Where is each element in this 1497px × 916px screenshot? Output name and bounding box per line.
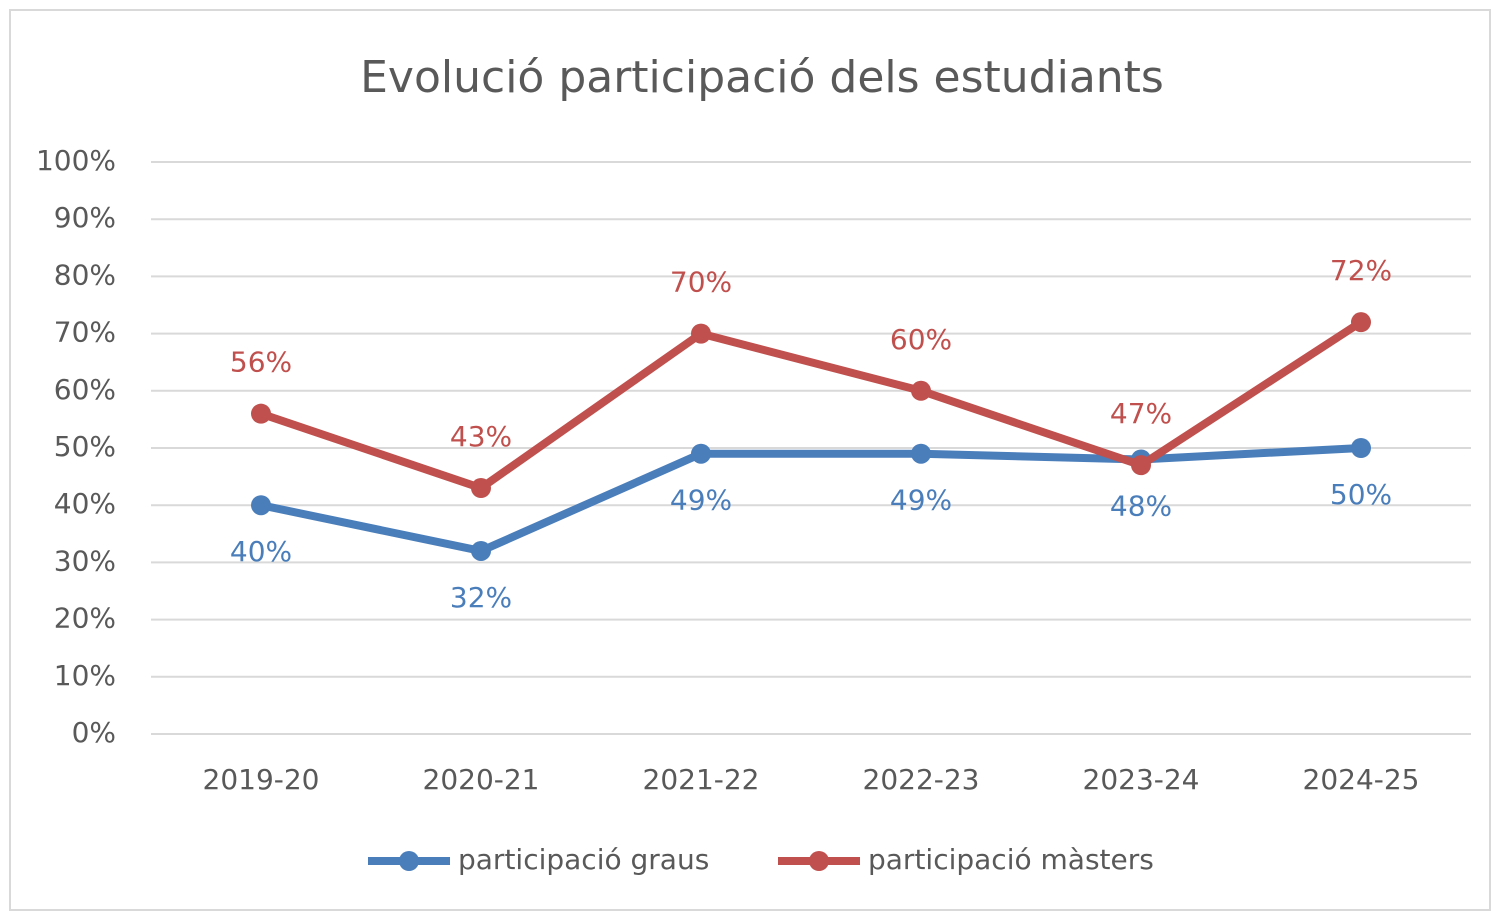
y-tick-label: 70% [54,316,116,349]
data-label: 49% [670,484,732,517]
data-point [911,380,931,401]
x-tick-label: 2022-23 [863,763,980,796]
data-point [471,478,491,499]
y-tick-label: 50% [54,430,116,463]
data-point [1131,455,1151,476]
data-point [251,495,271,516]
data-label: 50% [1330,478,1392,511]
data-point [471,540,491,561]
data-label: 32% [450,581,512,614]
x-tick-label: 2021-22 [643,763,760,796]
y-tick-label: 60% [54,373,116,406]
y-tick-label: 90% [54,201,116,234]
data-point [691,443,711,464]
data-label: 43% [450,420,512,453]
data-label: 56% [230,346,292,379]
y-tick-label: 0% [72,716,116,749]
data-label: 40% [230,535,292,568]
series-line [260,444,1362,555]
y-tick-label: 100% [36,144,116,177]
legend-marker [809,851,829,871]
y-tick-label: 40% [54,487,116,520]
y-tick-label: 30% [54,544,116,577]
data-point [911,443,931,464]
legend-label: participació graus [458,843,709,876]
x-tick-label: 2024-25 [1303,763,1420,796]
legend-label: participació màsters [868,843,1154,876]
y-tick-label: 10% [54,659,116,692]
y-tick-label: 80% [54,258,116,291]
x-tick-label: 2023-24 [1083,763,1200,796]
data-label: 47% [1110,397,1172,430]
data-point [691,323,711,344]
data-point [1351,312,1371,333]
legend-marker [399,851,419,871]
data-label: 49% [890,484,952,517]
data-label: 48% [1110,489,1172,522]
chart-frame [9,9,1491,911]
data-label: 70% [670,266,732,299]
series-line [259,318,1364,493]
data-label: 72% [1330,254,1392,287]
x-tick-label: 2019-20 [203,763,320,796]
x-tick-label: 2020-21 [423,763,540,796]
chart-title: Evolució participació dels estudiants [360,52,1164,103]
y-tick-label: 20% [54,602,116,635]
data-point [251,403,271,424]
data-point [1351,438,1371,458]
data-label: 60% [890,323,952,356]
